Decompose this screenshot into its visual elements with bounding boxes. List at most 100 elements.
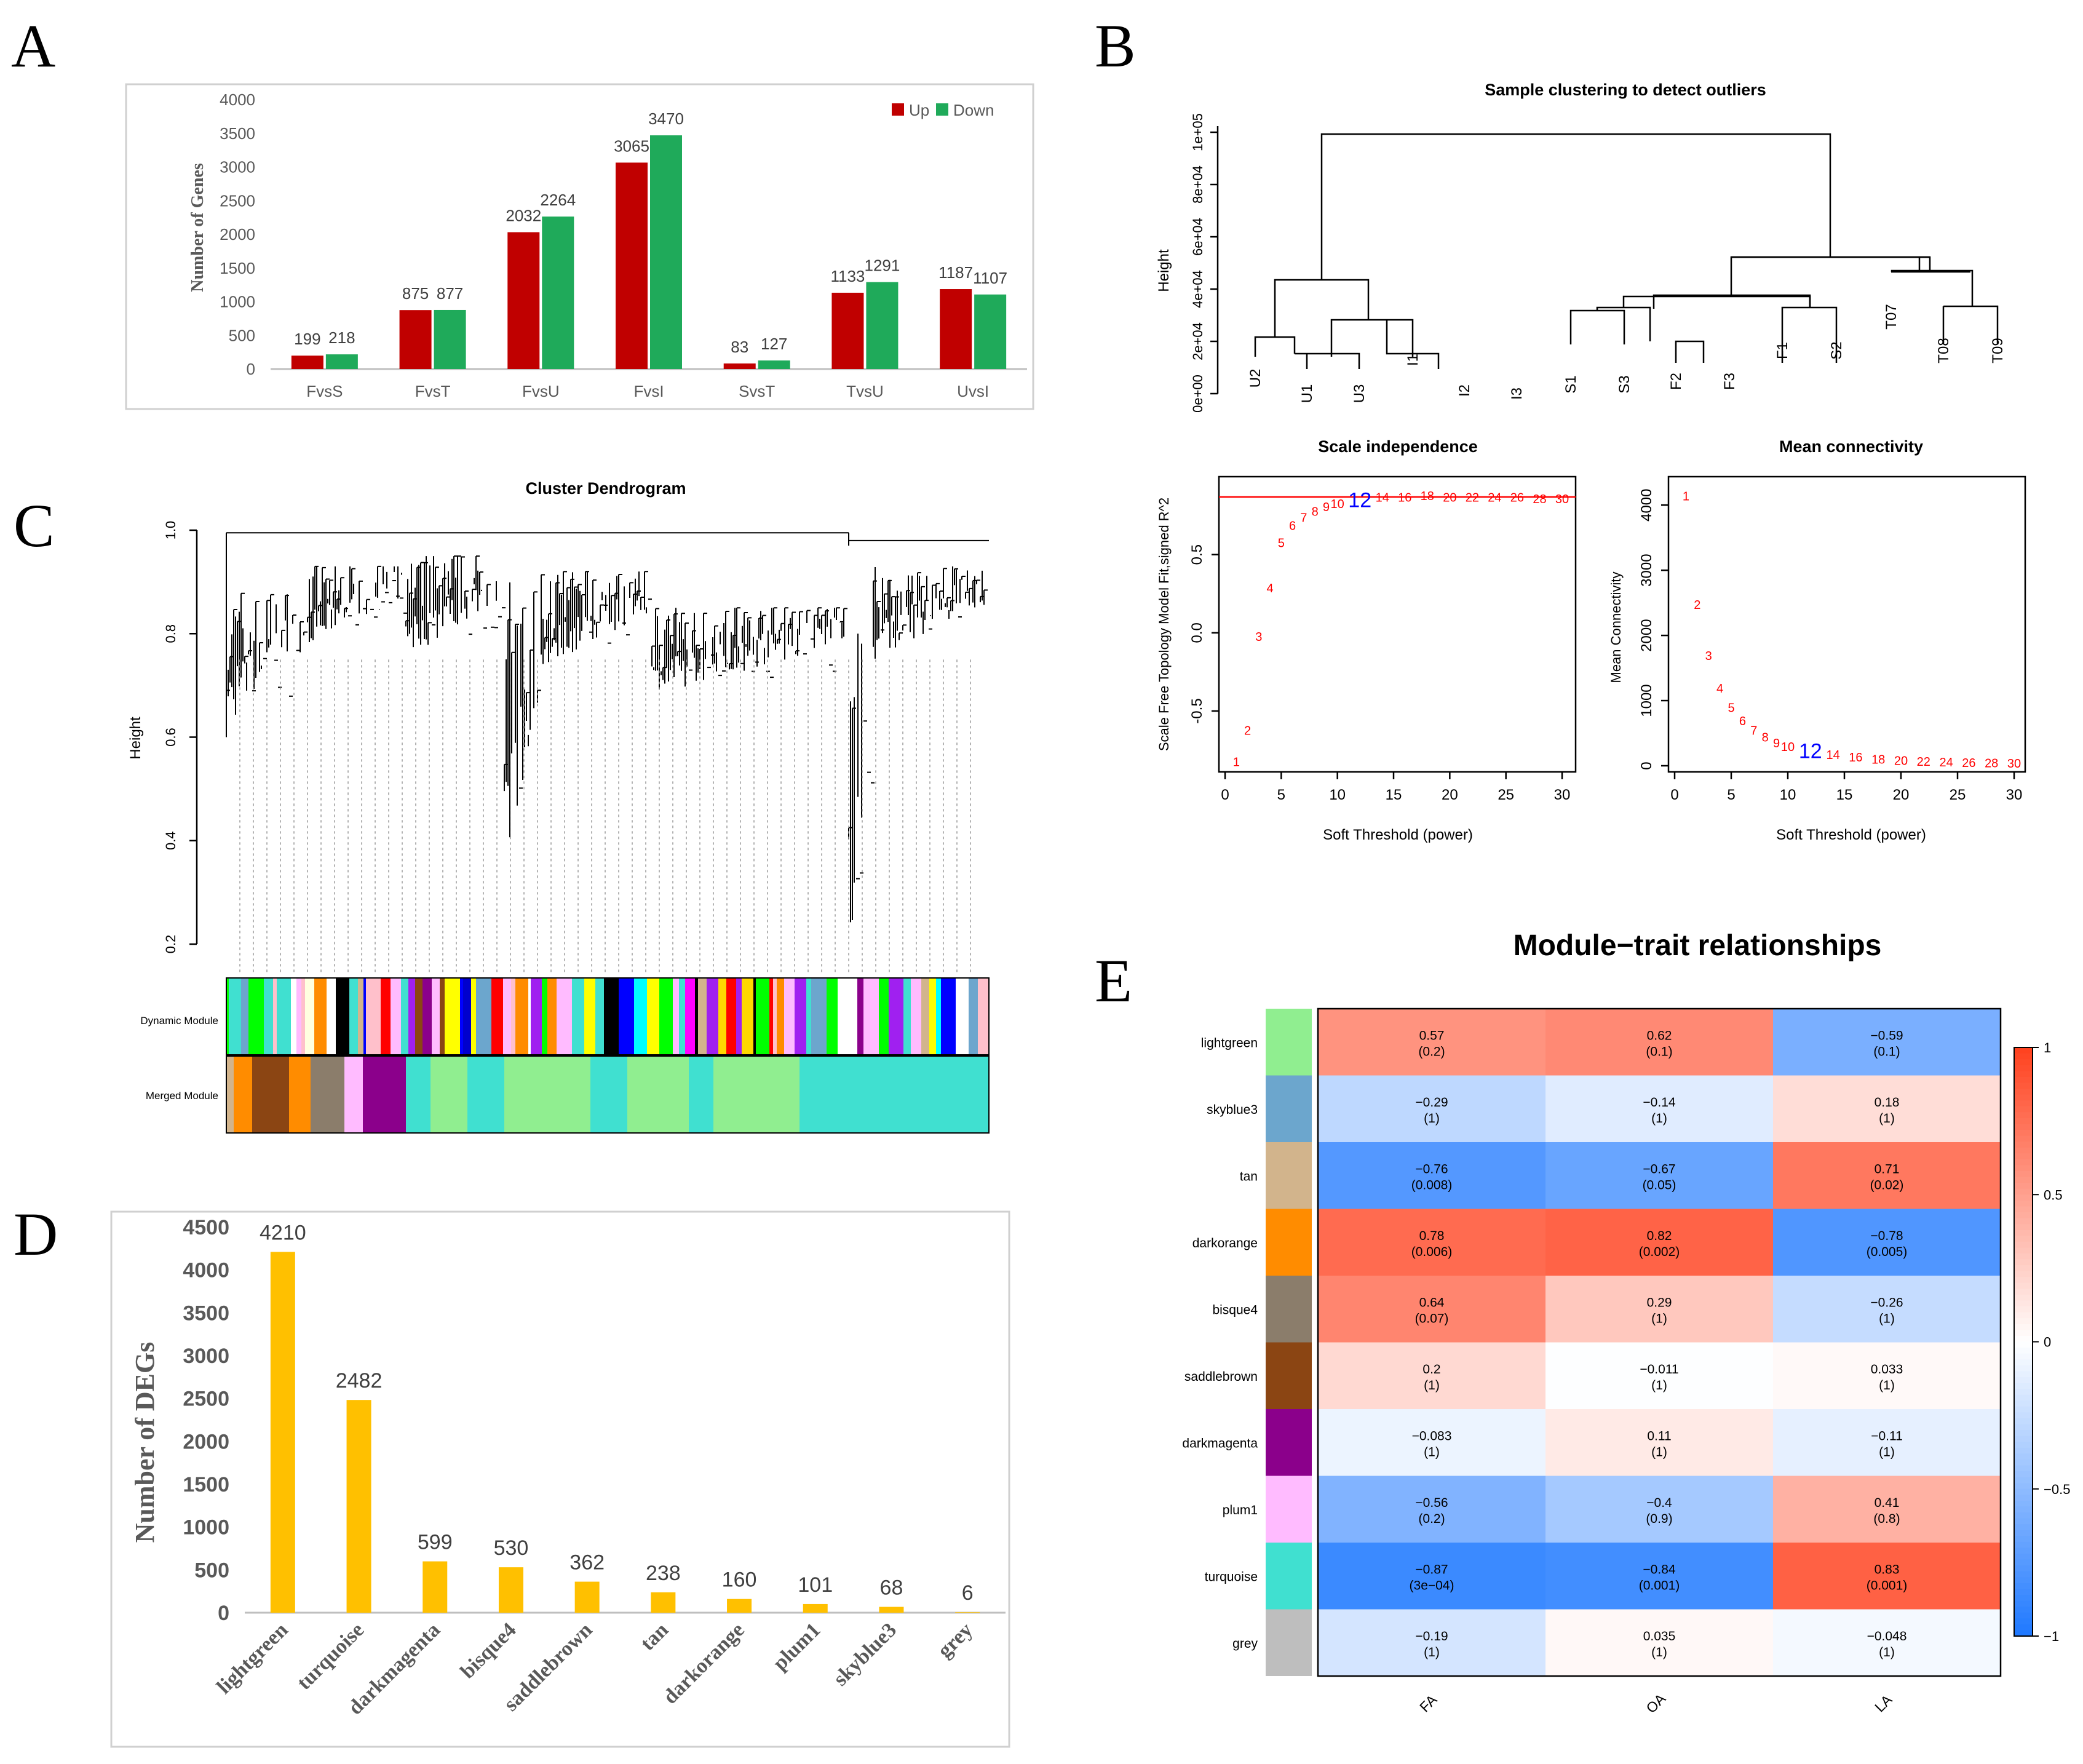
heatmap-cell	[1545, 1342, 1773, 1409]
panel-d-y-tick: 4500	[183, 1216, 229, 1239]
panel-a-bar-value: 199	[294, 330, 320, 348]
color-scale-step	[2014, 1076, 2033, 1084]
heatmap-cell-correlation: −0.19	[1415, 1629, 1448, 1643]
scatter-point-label: 2	[1694, 598, 1700, 612]
dynamic-module-segment	[401, 978, 408, 1055]
dynamic-module-segment	[471, 978, 476, 1055]
legend-down-swatch	[936, 103, 948, 116]
panel-b-y-tick: 6e+04	[1190, 218, 1205, 256]
scale-independence-x-label: Soft Threshold (power)	[1323, 827, 1473, 843]
cluster-y-tick-label: 0.8	[163, 624, 178, 643]
panel-d-y-label: Number of DEGs	[130, 1342, 160, 1543]
panel-b-leaf-label: T08	[1935, 338, 1952, 363]
merged-module-segment	[627, 1056, 689, 1133]
dynamic-module-segment	[707, 978, 718, 1055]
panel-label-d: D	[14, 1200, 58, 1268]
scatter-point-label: 20	[1443, 491, 1456, 505]
dynamic-module-segment	[358, 978, 363, 1055]
merged-module-frame	[226, 1055, 990, 1134]
dynamic-module-segment	[463, 978, 471, 1055]
module-row-label: lightgreen	[1201, 1036, 1258, 1050]
panel-d-bar	[574, 1581, 600, 1613]
heatmap-cell-pvalue: (0.002)	[1639, 1245, 1680, 1259]
color-scale-step	[2014, 1365, 2033, 1372]
dynamic-module-segment	[391, 978, 401, 1055]
heatmap-cell-pvalue: (1)	[1879, 1111, 1895, 1126]
heatmap-frame	[1317, 1007, 2002, 1677]
heatmap-cell-correlation: −0.048	[1867, 1629, 1907, 1643]
heatmap-cell-correlation: 0.83	[1875, 1562, 1900, 1576]
dynamic-module-segment	[273, 978, 277, 1055]
color-scale-step	[2014, 1559, 2033, 1567]
color-scale-step	[2014, 1047, 2033, 1054]
heatmap-cell	[1773, 1009, 2001, 1076]
color-scale-step	[2014, 1465, 2033, 1472]
color-scale-step	[2014, 1118, 2033, 1125]
dynamic-module-segment	[659, 978, 673, 1055]
x-tick-label: 5	[1277, 787, 1285, 803]
panel-b-leaf-label: F3	[1721, 373, 1738, 390]
module-row-label: darkmagenta	[1182, 1436, 1258, 1450]
cluster-dendrogram-leaf-lines	[239, 659, 971, 975]
dynamic-module-segment	[969, 978, 978, 1055]
dynamic-module-segment	[363, 978, 366, 1055]
color-scale-label: −1	[2044, 1629, 2059, 1644]
heatmap-cell-pvalue: (0.005)	[1867, 1245, 1908, 1259]
heatmap-column-label: FA	[1416, 1691, 1440, 1715]
dynamic-module-segment	[795, 978, 800, 1055]
dynamic-module-segment	[381, 978, 391, 1055]
panel-a-x-tick: TvsU	[846, 382, 884, 400]
heatmap-cell-pvalue: (1)	[1651, 1445, 1667, 1459]
heatmap-cell-pvalue: (0.8)	[1873, 1512, 1900, 1526]
scatter-point-label: 30	[1555, 493, 1569, 506]
panel-a-bar-up	[723, 363, 756, 369]
panel-a-y-tick: 500	[229, 326, 255, 344]
scatter-point-label: 30	[2007, 757, 2021, 771]
dynamic-module-segment	[248, 978, 264, 1055]
cluster-dendrogram-branches	[226, 532, 989, 923]
color-scale-step	[2014, 1577, 2033, 1584]
color-scale-step	[2014, 1571, 2033, 1578]
heatmap-cell-correlation: 0.29	[1647, 1295, 1672, 1309]
dynamic-module-segment	[978, 978, 989, 1055]
cluster-y-tick-label: 0.2	[163, 935, 178, 954]
panel-a-bar-value: 877	[437, 284, 463, 303]
x-tick-label: 15	[1386, 787, 1402, 803]
scale-independence-y-label: Scale Free Topology Model Fit,signed R^2	[1156, 498, 1172, 751]
panel-d-bar-value: 160	[722, 1568, 757, 1592]
panel-d-bar	[498, 1567, 523, 1613]
heatmap-cell-correlation: −0.011	[1640, 1362, 1678, 1377]
dynamic-module-segment	[911, 978, 918, 1055]
heatmap-cell-pvalue: (0.05)	[1643, 1178, 1676, 1192]
dynamic-module-segment	[756, 978, 769, 1055]
heatmap-cell-pvalue: (0.2)	[1418, 1512, 1445, 1526]
dynamic-module-segment	[773, 978, 777, 1055]
heatmap-cell	[1318, 1543, 1545, 1610]
heatmap-cell-correlation: 0.033	[1871, 1362, 1903, 1377]
color-scale-step	[2014, 1177, 2033, 1184]
heatmap-cell-correlation: 0.035	[1643, 1629, 1676, 1643]
color-scale-step	[2014, 1147, 2033, 1154]
dynamic-module-segment	[921, 978, 929, 1055]
panel-d-bar	[423, 1561, 448, 1613]
module-color-swatch	[1266, 1276, 1312, 1343]
color-scale-step	[2014, 1324, 2033, 1331]
color-scale-step	[2014, 1447, 2033, 1455]
panel-d-bar	[651, 1592, 676, 1613]
color-scale-step	[2014, 1600, 2033, 1608]
heatmap-cell-pvalue: (1)	[1651, 1645, 1667, 1659]
dynamic-module-segment	[956, 978, 969, 1055]
panel-a-y-tick: 1500	[220, 259, 255, 277]
panel-b-leaf-label: U2	[1247, 369, 1264, 388]
color-scale-label: −0.5	[2044, 1482, 2070, 1497]
color-scale-step	[2014, 1442, 2033, 1448]
dynamic-module-segment	[547, 978, 557, 1055]
dynamic-module-colorbar	[226, 978, 989, 1055]
heatmap-cell	[1773, 1609, 2001, 1676]
color-scale-step	[2014, 1359, 2033, 1366]
panel-b-y-tick: 0e+00	[1190, 375, 1205, 413]
merged-module-label: Merged Module	[146, 1090, 218, 1102]
color-scale-step	[2014, 1353, 2033, 1361]
heatmap-cell-pvalue: (0.1)	[1873, 1044, 1900, 1059]
merged-module-segment	[289, 1056, 311, 1133]
